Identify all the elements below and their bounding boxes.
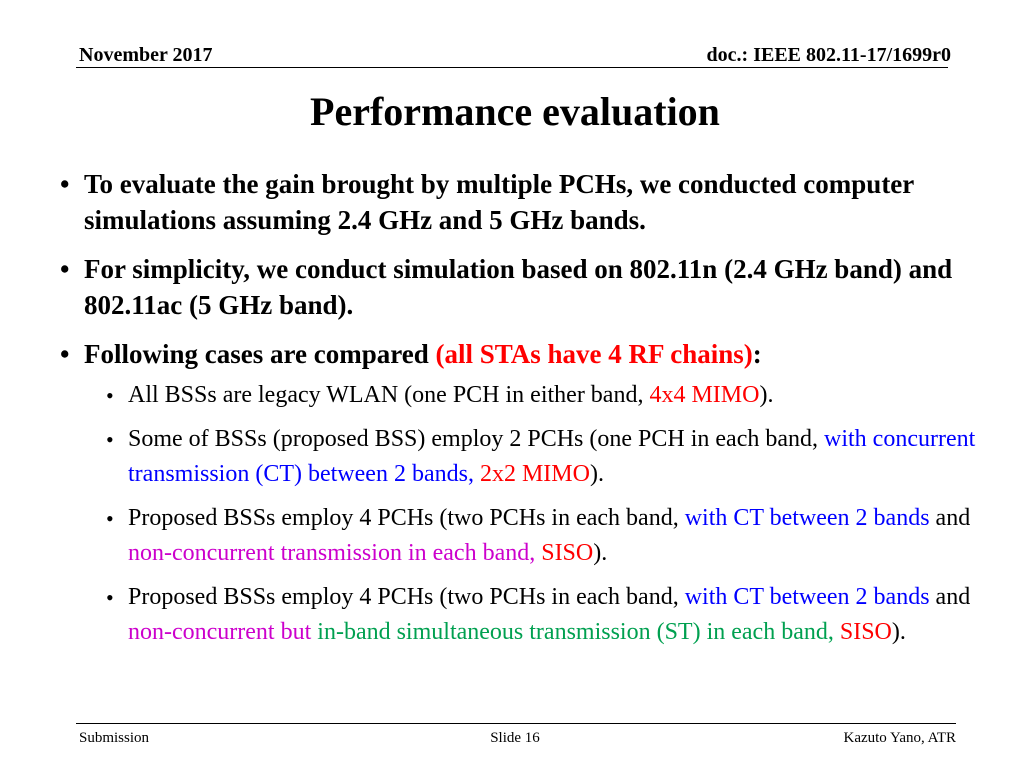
sub-bullet-text-highlight: non-concurrent but (128, 619, 318, 645)
bullet-icon: • (60, 254, 70, 284)
sub-bullet-text-highlight: in-band simultaneous transmission (ST) i… (317, 619, 840, 645)
sub-bullet-icon: • (106, 383, 114, 408)
sub-bullet-icon: • (106, 427, 114, 452)
sub-bullet-text: All BSSs are legacy WLAN (one PCH in eit… (128, 382, 650, 408)
sub-bullet-text-highlight: 4x4 MIMO (649, 382, 760, 408)
sub-bullet-item: • All BSSs are legacy WLAN (one PCH in e… (106, 378, 990, 413)
sub-bullet-item: • Proposed BSSs employ 4 PCHs (two PCHs … (106, 501, 990, 571)
sub-bullet-text: ). (891, 619, 906, 645)
sub-bullet-text-highlight: SISO (839, 619, 892, 645)
sub-bullet-item: • Proposed BSSs employ 4 PCHs (two PCHs … (106, 580, 990, 650)
bullet-text: To evaluate the gain brought by multiple… (84, 169, 914, 235)
sub-bullet-text: Some of BSSs (proposed BSS) employ 2 PCH… (128, 426, 824, 452)
footer-author: Kazuto Yano, ATR (843, 730, 956, 746)
sub-bullet-text: and (929, 505, 971, 531)
sub-bullet-text: Proposed BSSs employ 4 PCHs (two PCHs in… (128, 584, 685, 610)
sub-bullet-text-highlight: SISO (541, 540, 594, 566)
sub-bullet-text-highlight: with CT between 2 bands (684, 505, 930, 531)
header-divider (76, 67, 948, 68)
sub-bullet-text-highlight: non-concurrent transmission in each band… (128, 540, 542, 566)
bullet-item: • For simplicity, we conduct simulation … (60, 251, 990, 323)
sub-bullet-icon: • (106, 506, 114, 531)
sub-bullet-text: ). (589, 461, 604, 487)
bullet-icon: • (60, 339, 70, 369)
sub-bullet-text-highlight: with concurrent transmission (CT) betwee… (128, 426, 976, 487)
sub-bullet-icon: • (106, 585, 114, 610)
bullet-text: Following cases are compared (84, 339, 436, 369)
sub-bullet-text-highlight: 2x2 MIMO (479, 461, 590, 487)
header-doc-id: doc.: IEEE 802.11-17/1699r0 (706, 44, 951, 66)
bullet-list: • To evaluate the gain brought by multip… (60, 166, 990, 659)
sub-bullet-text: Proposed BSSs employ 4 PCHs (two PCHs in… (128, 505, 685, 531)
sub-bullet-text: and (929, 584, 971, 610)
bullet-text-highlight: (all STAs have 4 RF chains) (435, 339, 753, 369)
bullet-text: For simplicity, we conduct simulation ba… (84, 254, 953, 320)
sub-bullet-text: ). (759, 382, 774, 408)
footer-submission: Submission (79, 730, 150, 746)
footer-divider (76, 723, 956, 724)
slide-title: Performance evaluation (310, 89, 720, 134)
bullet-item: • Following cases are compared (all STAs… (60, 336, 990, 372)
bullet-text: : (752, 339, 762, 369)
sub-bullet-text: ). (593, 540, 608, 566)
sub-bullet-text-highlight: with CT between 2 bands (684, 584, 930, 610)
header-date: November 2017 (79, 44, 213, 66)
sub-bullet-item: • Some of BSSs (proposed BSS) employ 2 P… (106, 422, 990, 492)
bullet-icon: • (60, 169, 70, 199)
bullet-item: • To evaluate the gain brought by multip… (60, 166, 990, 238)
footer-slide-number: Slide 16 (490, 730, 540, 746)
